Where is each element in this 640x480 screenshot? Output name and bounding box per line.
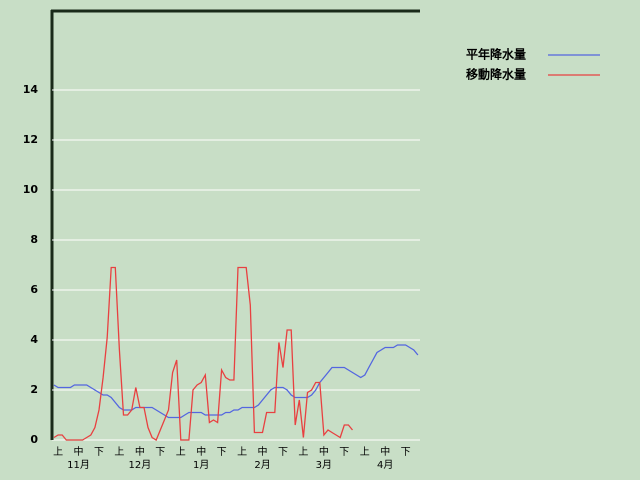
x-tick-label: 上: [53, 446, 63, 458]
month-label: 11月: [67, 459, 90, 471]
month-label: 2月: [254, 459, 270, 471]
x-tick-label: 下: [155, 447, 165, 458]
x-tick-label: 中: [196, 445, 206, 458]
series-line: [53, 344, 419, 419]
x-tick-label: 上: [298, 446, 308, 458]
y-tick-label: 10: [23, 183, 39, 196]
x-tick-label: 中: [319, 445, 329, 458]
x-tick-label: 下: [217, 447, 227, 458]
x-tick-label: 下: [339, 447, 349, 458]
series-line: [53, 266, 354, 441]
x-tick-label: 下: [401, 447, 411, 458]
x-tick-label: 上: [360, 446, 370, 458]
month-label: 1月: [193, 459, 209, 471]
y-tick-label: 12: [23, 133, 38, 146]
month-label: 4月: [377, 459, 393, 471]
month-label: 3月: [316, 459, 332, 471]
x-tick-label: 中: [380, 445, 390, 458]
x-tick-label: 上: [114, 446, 124, 458]
x-tick-label: 中: [74, 445, 84, 458]
y-tick-label: 6: [30, 283, 38, 296]
x-tick-label: 下: [278, 447, 288, 458]
x-tick-label: 中: [135, 445, 145, 458]
y-tick-label: 14: [23, 83, 39, 96]
legend-label: 移動降水量: [466, 67, 526, 82]
x-tick-label: 中: [258, 445, 268, 458]
legend-label: 平年降水量: [466, 47, 526, 62]
month-label: 12月: [128, 459, 151, 471]
x-tick-label: 下: [94, 447, 104, 458]
y-tick-label: 2: [30, 383, 38, 396]
x-tick-label: 上: [176, 446, 186, 458]
y-tick-label: 0: [30, 433, 38, 446]
x-tick-label: 上: [237, 446, 247, 458]
y-tick-label: 4: [30, 333, 38, 346]
y-tick-label: 8: [30, 233, 38, 246]
